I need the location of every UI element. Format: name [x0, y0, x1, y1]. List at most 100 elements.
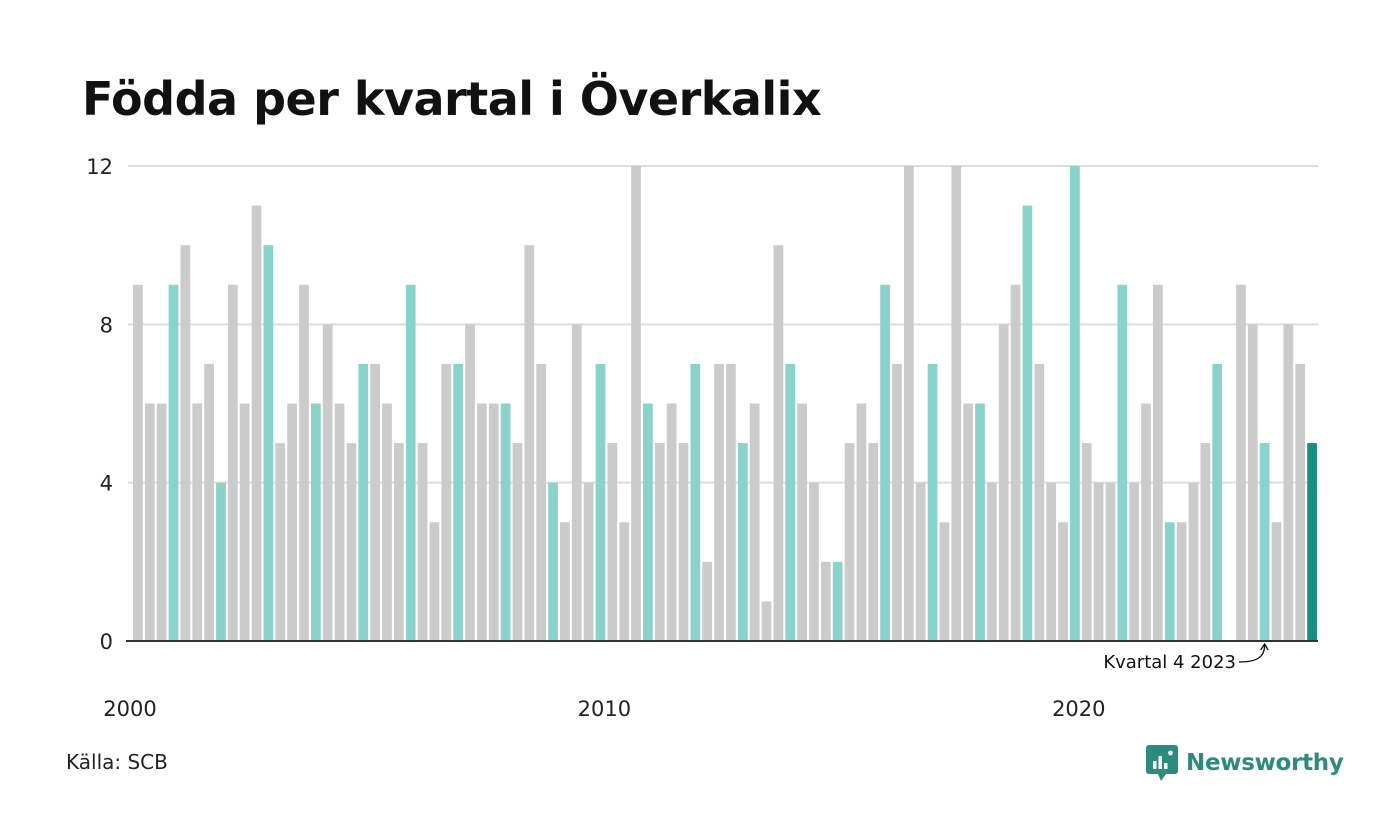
- bars: [133, 166, 1317, 642]
- bar: [868, 443, 879, 641]
- bar: [1236, 284, 1246, 641]
- bar: [1307, 443, 1317, 641]
- bar: [1271, 522, 1282, 641]
- bar: [607, 443, 618, 641]
- bar: [204, 363, 214, 641]
- bar: [820, 561, 831, 641]
- bar: [239, 403, 250, 641]
- bar: [310, 403, 321, 641]
- bar: [986, 482, 997, 641]
- bar: [631, 166, 641, 641]
- bar: [951, 166, 962, 641]
- bar: [287, 403, 297, 641]
- bar: [1034, 363, 1045, 641]
- bar: [1200, 443, 1211, 641]
- y-tick-label: 0: [100, 630, 113, 654]
- bar: [346, 443, 357, 641]
- bar: [417, 443, 428, 641]
- bar: [1129, 482, 1140, 641]
- bar: [168, 284, 179, 641]
- bar: [702, 561, 713, 641]
- bar: [915, 482, 926, 641]
- bar: [536, 363, 547, 641]
- bar: [524, 245, 535, 642]
- bar: [322, 324, 333, 641]
- bar: [643, 403, 653, 641]
- bar: [595, 363, 606, 641]
- bar: [512, 443, 523, 641]
- x-tick-label: 2000: [103, 697, 156, 721]
- bar: [1105, 482, 1116, 641]
- bar: [144, 403, 155, 641]
- y-tick-label: 12: [86, 155, 113, 179]
- bar: [263, 245, 274, 642]
- brand-name: Newsworthy: [1186, 750, 1344, 776]
- bar: [393, 443, 404, 641]
- bar-chart: 0 4 8 12 2000 2010 2020 Kvartal 4 2023: [86, 155, 1318, 721]
- bar: [749, 403, 760, 641]
- bar: [1188, 482, 1199, 641]
- bar: [785, 363, 796, 641]
- bar: [1283, 324, 1294, 641]
- bar: [548, 482, 558, 641]
- bar: [619, 522, 630, 641]
- annotation-arrow: [1238, 644, 1266, 663]
- bar: [832, 561, 843, 641]
- annotation-label: Kvartal 4 2023: [1103, 652, 1236, 673]
- x-tick-label: 2020: [1052, 697, 1105, 721]
- bar: [370, 363, 380, 641]
- y-tick-label: 4: [100, 472, 113, 496]
- bar: [892, 363, 902, 641]
- bar: [1164, 522, 1175, 641]
- bar: [1259, 443, 1270, 641]
- bar: [714, 363, 724, 641]
- bar: [180, 245, 191, 642]
- y-tick-label: 8: [100, 313, 113, 337]
- bar: [465, 324, 475, 641]
- bar: [251, 205, 262, 641]
- bar: [678, 443, 689, 641]
- bar: [405, 284, 416, 641]
- bar: [666, 403, 677, 641]
- bar: [690, 363, 701, 641]
- bar: [560, 522, 570, 641]
- bar: [797, 403, 807, 641]
- bar: [1070, 166, 1080, 641]
- newsworthy-logo-icon: [1146, 745, 1178, 781]
- bar: [737, 443, 748, 641]
- bar: [809, 482, 819, 641]
- bar: [927, 363, 938, 641]
- bar: [429, 522, 440, 641]
- chart-title: Födda per kvartal i Överkalix: [82, 72, 822, 126]
- bar: [761, 601, 772, 641]
- bar: [880, 284, 890, 641]
- bar: [441, 363, 452, 641]
- bar: [334, 403, 345, 641]
- bar: [773, 245, 784, 642]
- bar: [1093, 482, 1104, 641]
- bar: [1046, 482, 1057, 641]
- bar: [227, 284, 238, 641]
- bar: [1212, 363, 1223, 641]
- bar: [488, 403, 499, 641]
- bar: [275, 443, 286, 641]
- bar: [156, 403, 167, 641]
- bar: [963, 403, 973, 641]
- bar: [192, 403, 203, 641]
- bar: [500, 403, 511, 641]
- source-note: Källa: SCB: [66, 750, 168, 774]
- bar: [856, 403, 867, 641]
- bar: [358, 363, 369, 641]
- annotation-arrowhead: [1260, 642, 1269, 651]
- bar: [1081, 443, 1092, 641]
- bar: [453, 363, 464, 641]
- bar: [1022, 205, 1033, 641]
- brand-logo: Newsworthy: [1146, 743, 1344, 783]
- bar: [998, 324, 1009, 641]
- bar: [903, 166, 914, 641]
- bar: [726, 363, 736, 641]
- bar: [571, 324, 582, 641]
- bar: [1247, 324, 1258, 641]
- bar: [216, 482, 226, 641]
- bar: [299, 284, 309, 641]
